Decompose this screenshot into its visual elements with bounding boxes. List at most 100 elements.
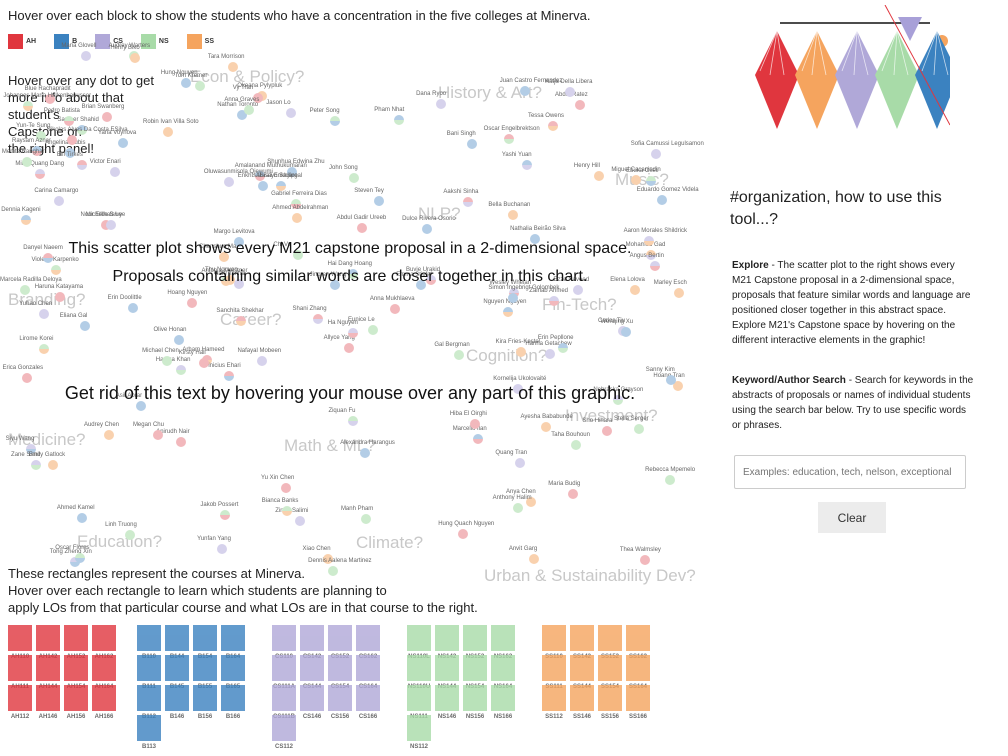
course-block[interactable]: NS166 (491, 685, 515, 720)
student-dot[interactable] (593, 170, 604, 181)
student-dot[interactable] (162, 355, 173, 366)
course-block[interactable]: AH111 (8, 655, 32, 690)
course-block[interactable]: B166 (221, 685, 245, 720)
student-dot[interactable] (43, 253, 54, 264)
student-dot[interactable] (69, 556, 80, 567)
student-dot[interactable] (512, 502, 523, 513)
student-dot[interactable] (20, 285, 31, 296)
legend-ah[interactable]: AH (8, 34, 48, 49)
student-dot[interactable] (22, 373, 33, 384)
legend-ss[interactable]: SS (186, 34, 226, 49)
student-dot[interactable] (127, 303, 138, 314)
student-dot[interactable] (549, 296, 560, 307)
topic-region-label[interactable]: Math & ML? (284, 436, 376, 455)
student-dot[interactable] (630, 284, 641, 295)
topic-region-label[interactable]: Career? (220, 310, 282, 329)
student-dot[interactable] (540, 421, 551, 432)
student-dot[interactable] (503, 134, 514, 145)
student-dot[interactable] (329, 116, 340, 127)
student-dot[interactable] (276, 180, 287, 191)
student-dot[interactable] (645, 249, 656, 260)
student-dot[interactable] (515, 457, 526, 468)
student-dot[interactable] (602, 426, 613, 437)
student-dot[interactable] (360, 514, 371, 525)
student-dot[interactable] (130, 52, 141, 63)
student-dot[interactable] (180, 77, 191, 88)
course-block[interactable]: SS142 (570, 625, 594, 660)
student-dot[interactable] (218, 251, 229, 262)
student-dot[interactable] (472, 434, 483, 445)
student-dot[interactable] (286, 107, 297, 118)
course-block[interactable]: NS146 (435, 685, 459, 720)
student-dot[interactable] (508, 209, 519, 220)
student-dot[interactable] (343, 342, 354, 353)
student-dot[interactable] (281, 505, 292, 516)
student-dot[interactable] (503, 306, 514, 317)
student-dot[interactable] (394, 115, 405, 126)
student-dot[interactable] (63, 115, 74, 126)
course-block[interactable]: SS144 (570, 655, 594, 690)
student-dot[interactable] (291, 198, 302, 209)
course-block[interactable]: B110 (137, 625, 161, 660)
course-block[interactable]: SS146 (570, 685, 594, 720)
course-block[interactable]: NS110L (407, 625, 431, 660)
topic-region-label[interactable]: Cognition? (466, 346, 548, 365)
course-block[interactable]: NS162 (491, 625, 515, 660)
student-dot[interactable] (257, 355, 268, 366)
student-dot[interactable] (21, 156, 32, 167)
course-block[interactable]: AH162 (92, 625, 116, 660)
course-block[interactable]: NS156 (463, 685, 487, 720)
topic-region-label[interactable]: Music? (615, 170, 669, 189)
course-block[interactable]: CS156 (328, 685, 352, 720)
student-dot[interactable] (322, 553, 333, 564)
student-dot[interactable] (545, 348, 556, 359)
student-dot[interactable] (650, 149, 661, 160)
student-dot[interactable] (515, 347, 526, 358)
course-block[interactable]: CS110 (272, 625, 296, 660)
student-dot[interactable] (312, 314, 323, 325)
course-block[interactable]: NS164 (491, 655, 515, 690)
student-dot[interactable] (463, 197, 474, 208)
student-dot[interactable] (236, 316, 247, 327)
course-block[interactable]: CS144 (300, 655, 324, 690)
course-block[interactable]: CS111B (272, 685, 296, 720)
student-dot[interactable] (100, 220, 111, 231)
course-block[interactable]: NS142 (435, 625, 459, 660)
student-dot[interactable] (75, 553, 86, 564)
student-dot[interactable] (233, 236, 244, 247)
course-block[interactable]: CS111A (272, 655, 296, 690)
topic-region-label[interactable]: Climate? (356, 533, 424, 552)
course-block[interactable]: B164 (221, 625, 245, 660)
student-dot[interactable] (454, 350, 465, 361)
student-dot[interactable] (466, 138, 477, 149)
topic-region-label[interactable]: Education? (77, 532, 163, 551)
student-dot[interactable] (575, 99, 586, 110)
legend-cs[interactable]: CS (95, 34, 135, 49)
course-block[interactable]: CS146 (300, 685, 324, 720)
legend-swatch[interactable] (95, 34, 111, 49)
student-dot[interactable] (389, 304, 400, 315)
student-dot[interactable] (416, 279, 427, 290)
student-dot[interactable] (293, 250, 304, 261)
student-dot[interactable] (76, 160, 87, 171)
student-dot[interactable] (101, 112, 112, 123)
student-dot[interactable] (356, 222, 367, 233)
student-dot[interactable] (66, 134, 77, 145)
student-dot[interactable] (35, 168, 46, 179)
student-dot[interactable] (234, 278, 245, 289)
student-dot[interactable] (508, 292, 519, 303)
student-dot[interactable] (656, 194, 667, 205)
student-dot[interactable] (360, 448, 371, 459)
student-dot[interactable] (633, 423, 644, 434)
student-dot[interactable] (665, 374, 676, 385)
topic-region-label[interactable]: Fin-Tech? (542, 295, 617, 314)
clear-button[interactable]: Clear (818, 502, 886, 533)
student-dot[interactable] (163, 126, 174, 137)
student-dot[interactable] (244, 105, 255, 116)
student-dot[interactable] (436, 98, 447, 109)
student-dot[interactable] (513, 383, 524, 394)
student-dot[interactable] (639, 555, 650, 566)
student-dot[interactable] (252, 93, 263, 104)
student-dot[interactable] (280, 482, 291, 493)
student-dot[interactable] (295, 515, 306, 526)
